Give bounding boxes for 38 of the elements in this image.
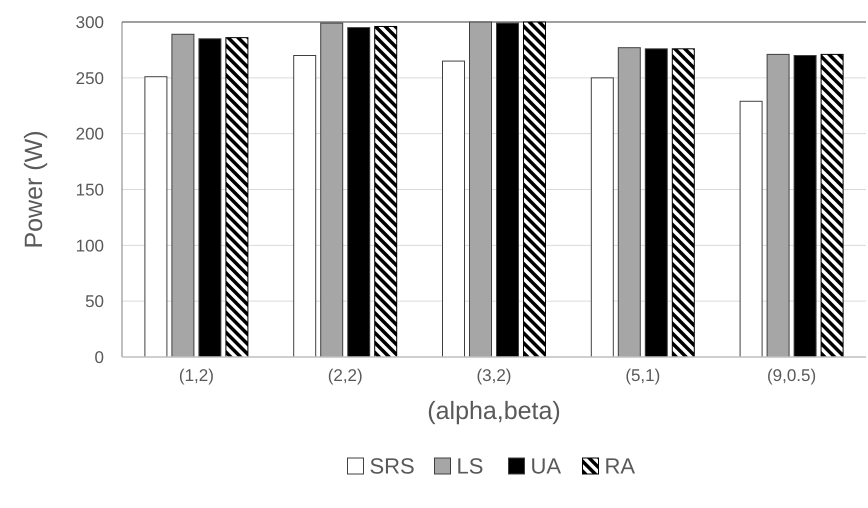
legend-label: UA [530,454,562,479]
y-tick-label: 300 [76,12,104,32]
x-tick-label: (9,0.5) [767,366,816,385]
bar [144,76,168,358]
legend-label: SRS [370,454,415,479]
y-tick-label: 200 [76,124,104,144]
bar [618,47,641,358]
x-tick-label: (2,2) [328,366,363,385]
bar [496,22,519,358]
y-tick-label: 100 [76,236,104,256]
y-tick-label: 50 [85,292,104,312]
bar [740,100,763,358]
bar [644,48,668,358]
x-tick-label: (5,1) [625,366,660,385]
x-axis-title: (alpha,beta) [427,397,561,425]
bar [320,22,344,358]
y-axis-title: Power (W) [20,130,48,249]
x-tick-label: (1,2) [178,366,214,385]
legend-label: RA [604,454,636,479]
bar [672,48,695,358]
x-tick-label: (3,2) [476,366,512,385]
bar [225,37,248,358]
bar [766,54,790,358]
bar [469,22,492,358]
bar [347,27,370,358]
bar [293,55,316,358]
bar [590,77,614,358]
bar [171,34,194,358]
bar [523,22,546,358]
y-tick-label: 150 [76,180,104,200]
bar [442,60,465,358]
bar [794,55,817,358]
y-tick-label: 250 [76,68,104,88]
bar [820,54,844,358]
y-tick-label: 0 [94,348,104,367]
bar [374,26,398,358]
legend-label: LS [456,454,484,479]
bar [198,38,222,358]
